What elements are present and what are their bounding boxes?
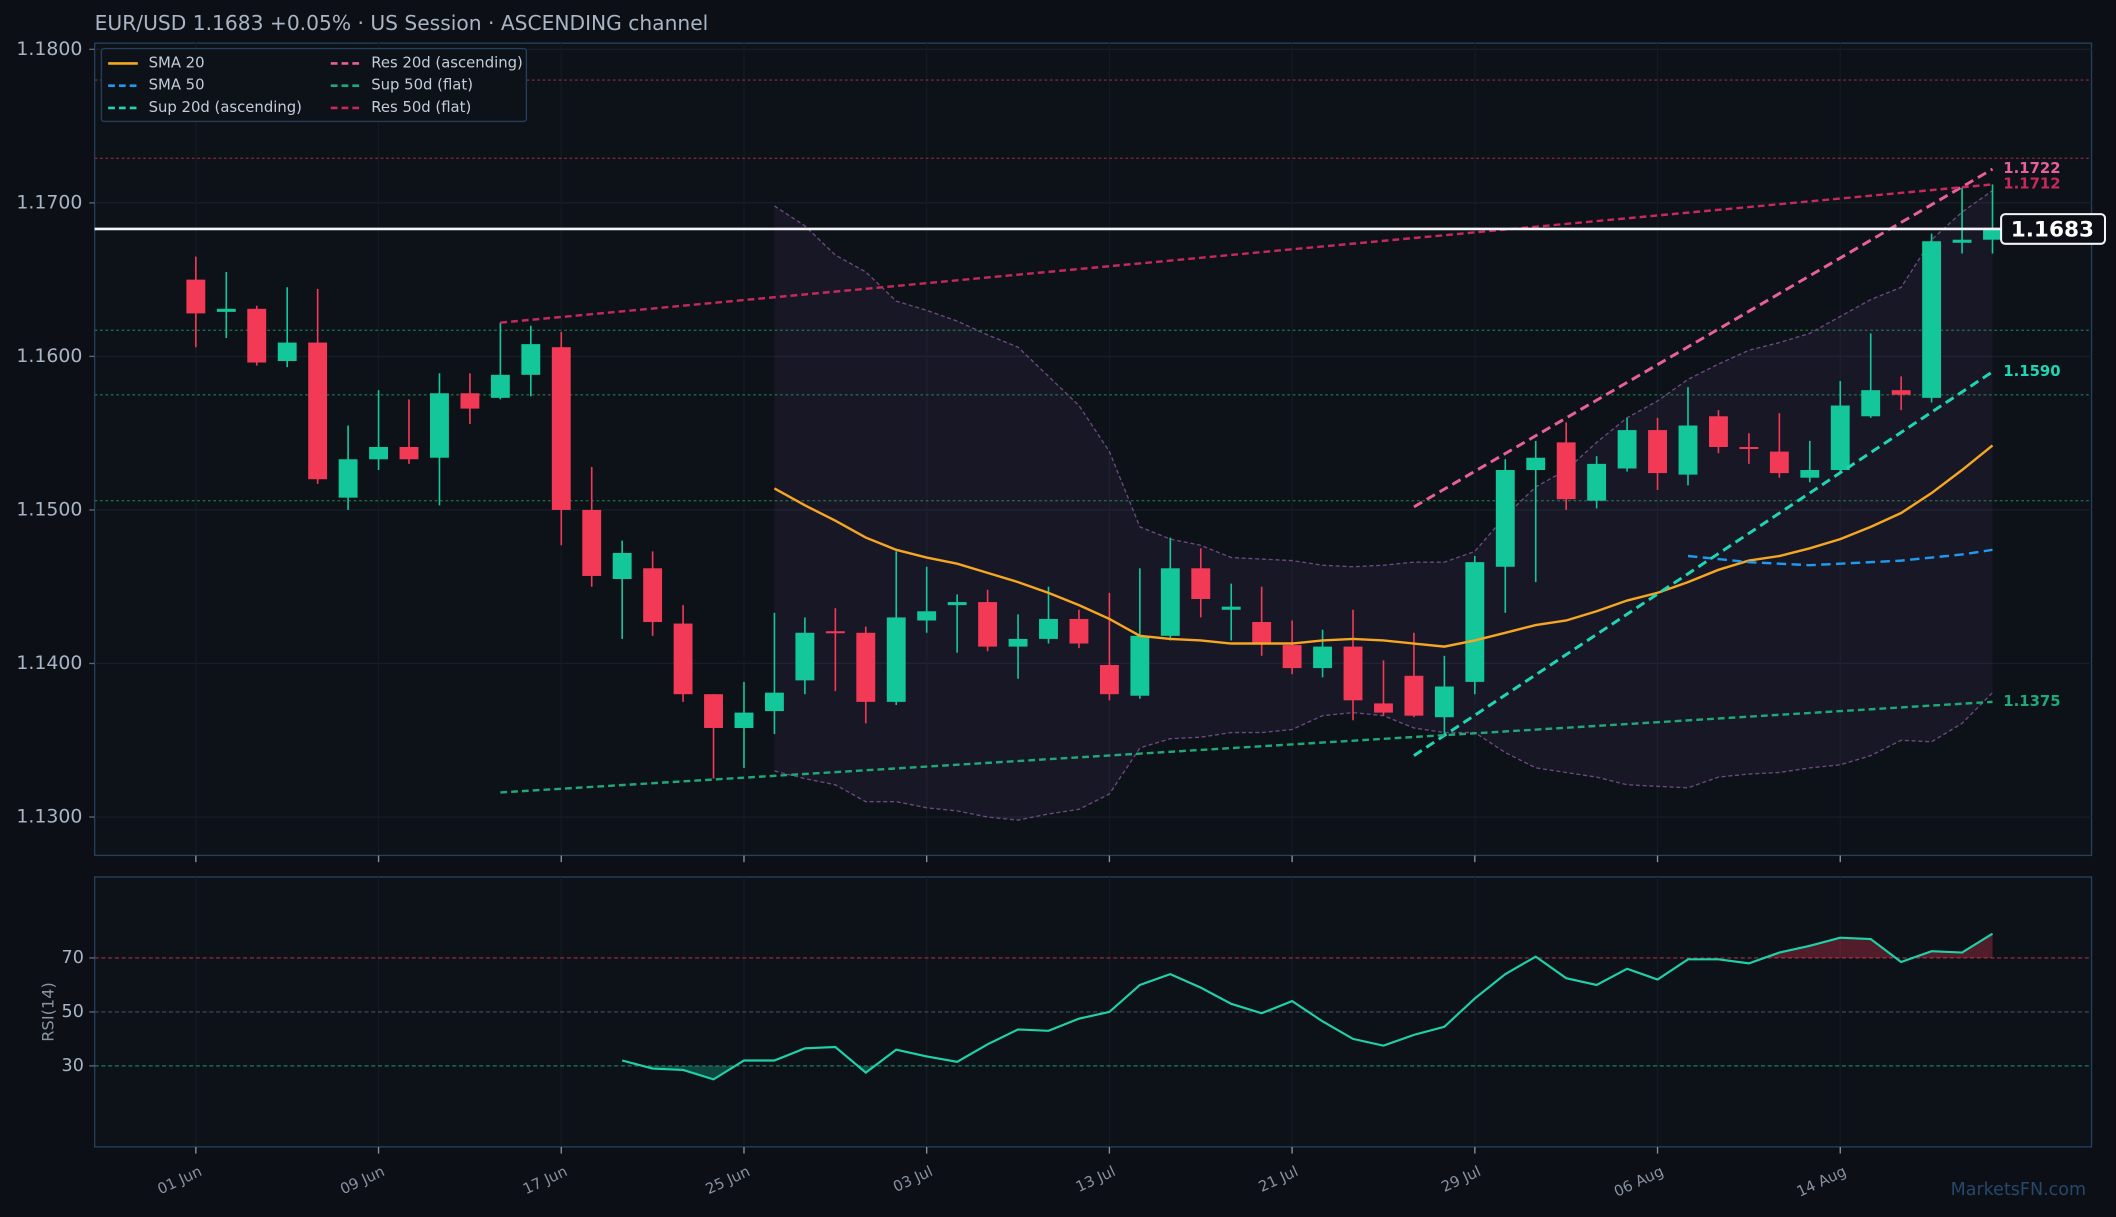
trend-label: 1.1722: [2003, 160, 2060, 177]
candle-body: [764, 692, 784, 712]
candle-body: [1191, 568, 1211, 599]
price-panel: [93, 42, 2093, 857]
rsi-line: [621, 932, 1994, 1081]
chart-title: EUR/USD 1.1683 +0.05% · US Session · ASC…: [95, 11, 709, 35]
candle-body: [1282, 645, 1302, 669]
candle-body: [277, 342, 297, 362]
legend-label: Res 50d (flat): [371, 99, 471, 116]
y-tick-label: 1.1800: [16, 38, 82, 60]
trend-label: 1.1712: [2003, 175, 2060, 192]
candle-body: [1587, 463, 1607, 501]
candle-body: [1465, 562, 1485, 682]
candle-body: [1343, 646, 1363, 701]
candle-body: [917, 611, 937, 621]
trend-label: 1.1590: [2003, 363, 2060, 380]
last-price-label: 1.1683: [2011, 217, 2094, 242]
legend-label: Sup 20d (ascending): [149, 99, 302, 116]
candle-body: [643, 568, 663, 623]
last-price-box: [2000, 213, 2107, 245]
y-tick-label: 70: [62, 948, 84, 968]
candle-body: [1434, 686, 1454, 718]
candle-body: [825, 631, 845, 634]
candle-body: [1922, 241, 1942, 398]
candle-body: [1830, 405, 1850, 471]
candle-body: [338, 459, 358, 498]
overbought-shade: [622, 933, 1993, 958]
y-tick-label: 1.1300: [16, 806, 82, 828]
sma-line: [1687, 548, 1993, 567]
legend-label: SMA 50: [149, 77, 205, 94]
candle-body: [551, 347, 571, 510]
candle-body: [1130, 635, 1150, 696]
legend-label: Sup 50d (flat): [371, 77, 473, 94]
candle-body: [1800, 470, 1820, 478]
trend-line: [500, 700, 1993, 794]
trend-label: 1.1375: [2003, 693, 2060, 710]
candle-body: [1221, 606, 1241, 610]
band-line: [774, 190, 1993, 568]
candle-body: [1769, 451, 1789, 474]
sma-line: [773, 444, 1994, 648]
candle-body: [1678, 425, 1698, 475]
candle-body: [1160, 568, 1180, 636]
y-tick-label: 1.1400: [16, 652, 82, 674]
candle-body: [521, 344, 541, 375]
candle-body: [399, 446, 419, 460]
y-tick-label: 1.1600: [16, 345, 82, 367]
legend-label: SMA 20: [149, 54, 205, 71]
y-tick-label: 1.1500: [16, 498, 82, 520]
candle-body: [1648, 430, 1667, 474]
candle-body: [216, 308, 236, 312]
candle-body: [1617, 430, 1637, 469]
candle-body: [1313, 646, 1333, 669]
candle-body: [1861, 390, 1881, 417]
candle-body: [1374, 703, 1393, 713]
candle-body: [369, 446, 389, 460]
candle-body: [1983, 228, 2002, 240]
candle-body: [186, 279, 206, 314]
band-fill: [774, 190, 1993, 821]
legend-box: [100, 47, 528, 123]
candle-body: [430, 393, 449, 458]
candle-body: [673, 623, 693, 695]
candle-body: [1891, 390, 1911, 395]
candle-body: [308, 342, 328, 480]
candle-body: [490, 374, 510, 398]
trend-line: [1413, 370, 1994, 757]
candle-body: [856, 632, 876, 702]
watermark: MarketsFN.com: [1951, 1180, 2086, 1200]
candle-body: [612, 552, 632, 580]
trend-line: [500, 183, 1993, 324]
candle-body: [1252, 622, 1272, 644]
candle-body: [1556, 442, 1576, 500]
legend-label: Res 20d (ascending): [371, 54, 523, 71]
candle-body: [704, 694, 723, 728]
candle-body: [1709, 416, 1728, 447]
candle-body: [247, 308, 267, 363]
trend-line: [1413, 167, 1994, 509]
candle-body: [734, 712, 754, 728]
candle-body: [460, 393, 480, 409]
candle-body: [1739, 446, 1759, 450]
candle-body: [1952, 239, 1972, 243]
candle-body: [582, 509, 602, 576]
legend: SMA 20 SMA 50 Sup 20d (ascending) Res 20d (…: [100, 47, 528, 123]
candle-body: [1039, 618, 1058, 639]
rsi-axis-label: RSI(14): [38, 982, 57, 1042]
y-tick-label: 1.1700: [16, 191, 82, 213]
candle-body: [947, 602, 967, 606]
candle-body: [1526, 457, 1546, 471]
candle-body: [978, 602, 998, 647]
y-tick-label: 50: [62, 1002, 84, 1022]
candle-body: [1008, 638, 1028, 647]
candle-body: [1099, 665, 1119, 695]
candle-body: [795, 632, 815, 681]
y-tick-label: 30: [62, 1056, 84, 1076]
candle-body: [1404, 675, 1424, 716]
candle-body: [1495, 470, 1515, 567]
candle-body: [886, 617, 906, 702]
candle-body: [1069, 618, 1089, 644]
